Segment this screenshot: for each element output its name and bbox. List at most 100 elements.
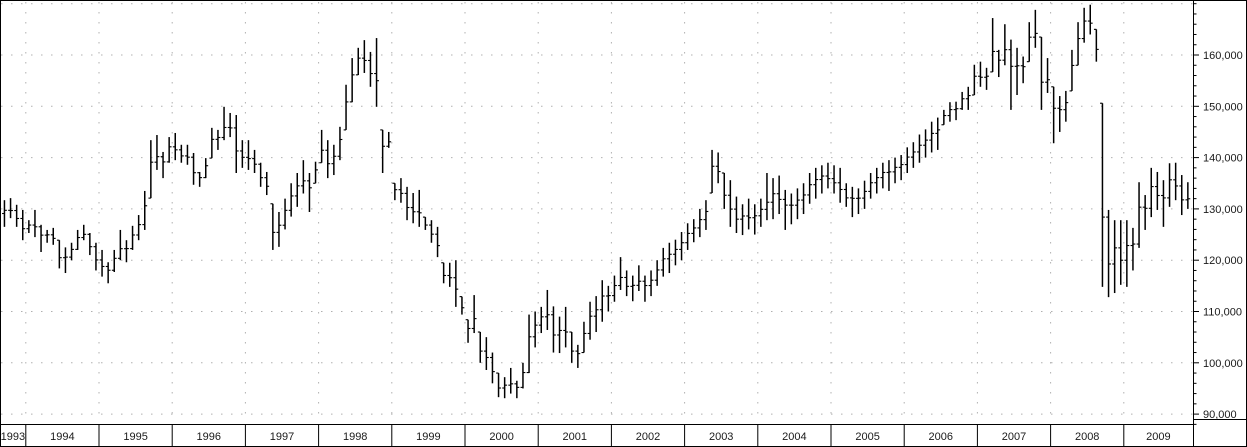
ohlc-bar: [825, 162, 831, 189]
ohlc-bar: [166, 137, 172, 163]
ohlc-bar: [587, 301, 593, 340]
ohlc-bar: [483, 337, 489, 370]
ohlc-bar: [1112, 220, 1118, 294]
ohlc-bar: [392, 182, 398, 201]
y-axis-label: 120,000: [1203, 255, 1243, 267]
ohlc-bar: [782, 189, 788, 230]
ohlc-bar: [660, 247, 666, 277]
ohlc-bar: [142, 190, 148, 230]
ohlc-bar: [581, 321, 587, 354]
ohlc-bar: [715, 152, 721, 184]
year-label: 1997: [270, 431, 294, 443]
ohlc-bar: [1045, 58, 1050, 93]
ohlc-bar: [44, 229, 50, 243]
grid-lines: [1, 2, 1193, 419]
ohlc-bar: [239, 140, 245, 168]
ohlc-bar: [1008, 39, 1014, 110]
ohlc-bar: [544, 289, 550, 330]
ohlc-bar: [959, 91, 965, 110]
ohlc-bar: [874, 167, 880, 194]
ohlc-bar: [471, 295, 477, 334]
ohlc-bar: [398, 178, 404, 203]
ohlc-bar: [429, 220, 434, 243]
ohlc-bar: [56, 239, 62, 269]
ohlc-bar: [929, 121, 935, 153]
ohlc-bar: [435, 226, 440, 258]
ohlc-bar: [984, 67, 989, 90]
y-axis-label: 110,000: [1203, 307, 1242, 319]
ohlc-bar: [1026, 22, 1032, 63]
ohlc-bar: [764, 172, 770, 221]
ohlc-bar: [691, 219, 697, 243]
ohlc-bar: [300, 160, 306, 194]
ohlc-bar: [26, 220, 32, 234]
ohlc-bar: [1093, 28, 1099, 62]
ohlc-bar: [447, 262, 453, 287]
y-axis-price-scale: 160,000 150,000 140,000 130,000 120,000 110,0…: [1193, 3, 1243, 425]
year-label: 1996: [197, 431, 221, 443]
ohlc-bar: [538, 306, 544, 334]
ohlc-bar: [666, 242, 672, 274]
ohlc-bar: [325, 140, 331, 179]
ohlc-bar: [1002, 24, 1008, 66]
ohlc-bar: [32, 209, 38, 238]
ohlc-bar: [233, 115, 239, 173]
ohlc-bar: [221, 106, 227, 141]
ohlc-bar: [154, 135, 160, 170]
year-label: 2005: [855, 431, 879, 443]
y-axis-label: 90,000: [1203, 409, 1237, 421]
year-label: 2002: [636, 431, 660, 443]
ohlc-bar: [313, 161, 318, 184]
ohlc-bar: [1106, 209, 1111, 298]
ohlc-bar: [130, 225, 135, 250]
ohlc-bar: [953, 101, 959, 121]
ohlc-bar: [1167, 163, 1172, 207]
year-label: 2004: [782, 431, 806, 443]
ohlc-bar: [636, 265, 642, 291]
ohlc-bar: [453, 260, 459, 307]
ohlc-bar: [441, 262, 447, 284]
ohlc-bar: [288, 183, 294, 217]
ohlc-bar: [307, 172, 312, 212]
ohlc-bar: [386, 131, 392, 148]
y-axis-label: 100,000: [1203, 358, 1243, 370]
ohlc-bar: [38, 224, 44, 252]
ohlc-bar: [276, 211, 282, 247]
ohlc-bar: [868, 172, 874, 199]
ohlc-bar: [862, 180, 867, 209]
ohlc-bar: [459, 296, 465, 315]
ohlc-bar: [648, 270, 654, 297]
ohlc-bar: [185, 144, 190, 165]
ohlc-bar: [136, 215, 142, 241]
ohlc-bar: [252, 149, 257, 173]
ohlc-bar: [246, 140, 251, 170]
ohlc-bar: [1075, 22, 1081, 66]
ohlc-bar: [1161, 180, 1166, 227]
ohlc-bar: [331, 144, 337, 176]
ohlc-bar: [685, 223, 691, 250]
ohlc-bar: [788, 193, 794, 225]
y-axis-label: 140,000: [1203, 153, 1243, 165]
ohlc-bar: [1185, 182, 1191, 209]
ohlc-bar: [904, 147, 910, 173]
ohlc-bar: [502, 377, 508, 399]
ohlc-bar: [270, 203, 276, 250]
ohlc-bar: [990, 18, 996, 73]
ohlc-bar: [599, 280, 605, 322]
ohlc-bars: [2, 4, 1191, 399]
year-label: 1994: [50, 431, 74, 443]
ohlc-bar: [813, 167, 819, 199]
ohlc-bar: [1154, 171, 1160, 210]
ohlc-bar: [843, 183, 849, 207]
ohlc-bar: [264, 171, 270, 196]
ohlc-bar: [1148, 167, 1154, 218]
x-axis-year-strip: 1993 1994 1995 1996 1997 1998 1999 2000 2001 2002…: [1, 424, 1171, 447]
ohlc-bar: [709, 149, 715, 194]
ohlc-bar: [319, 129, 325, 164]
ohlc-bar: [282, 198, 288, 230]
ohlc-bar: [758, 198, 764, 227]
ohlc-bar: [740, 204, 745, 236]
ohlc-bar: [1087, 4, 1093, 35]
ohlc-bar: [172, 132, 178, 161]
